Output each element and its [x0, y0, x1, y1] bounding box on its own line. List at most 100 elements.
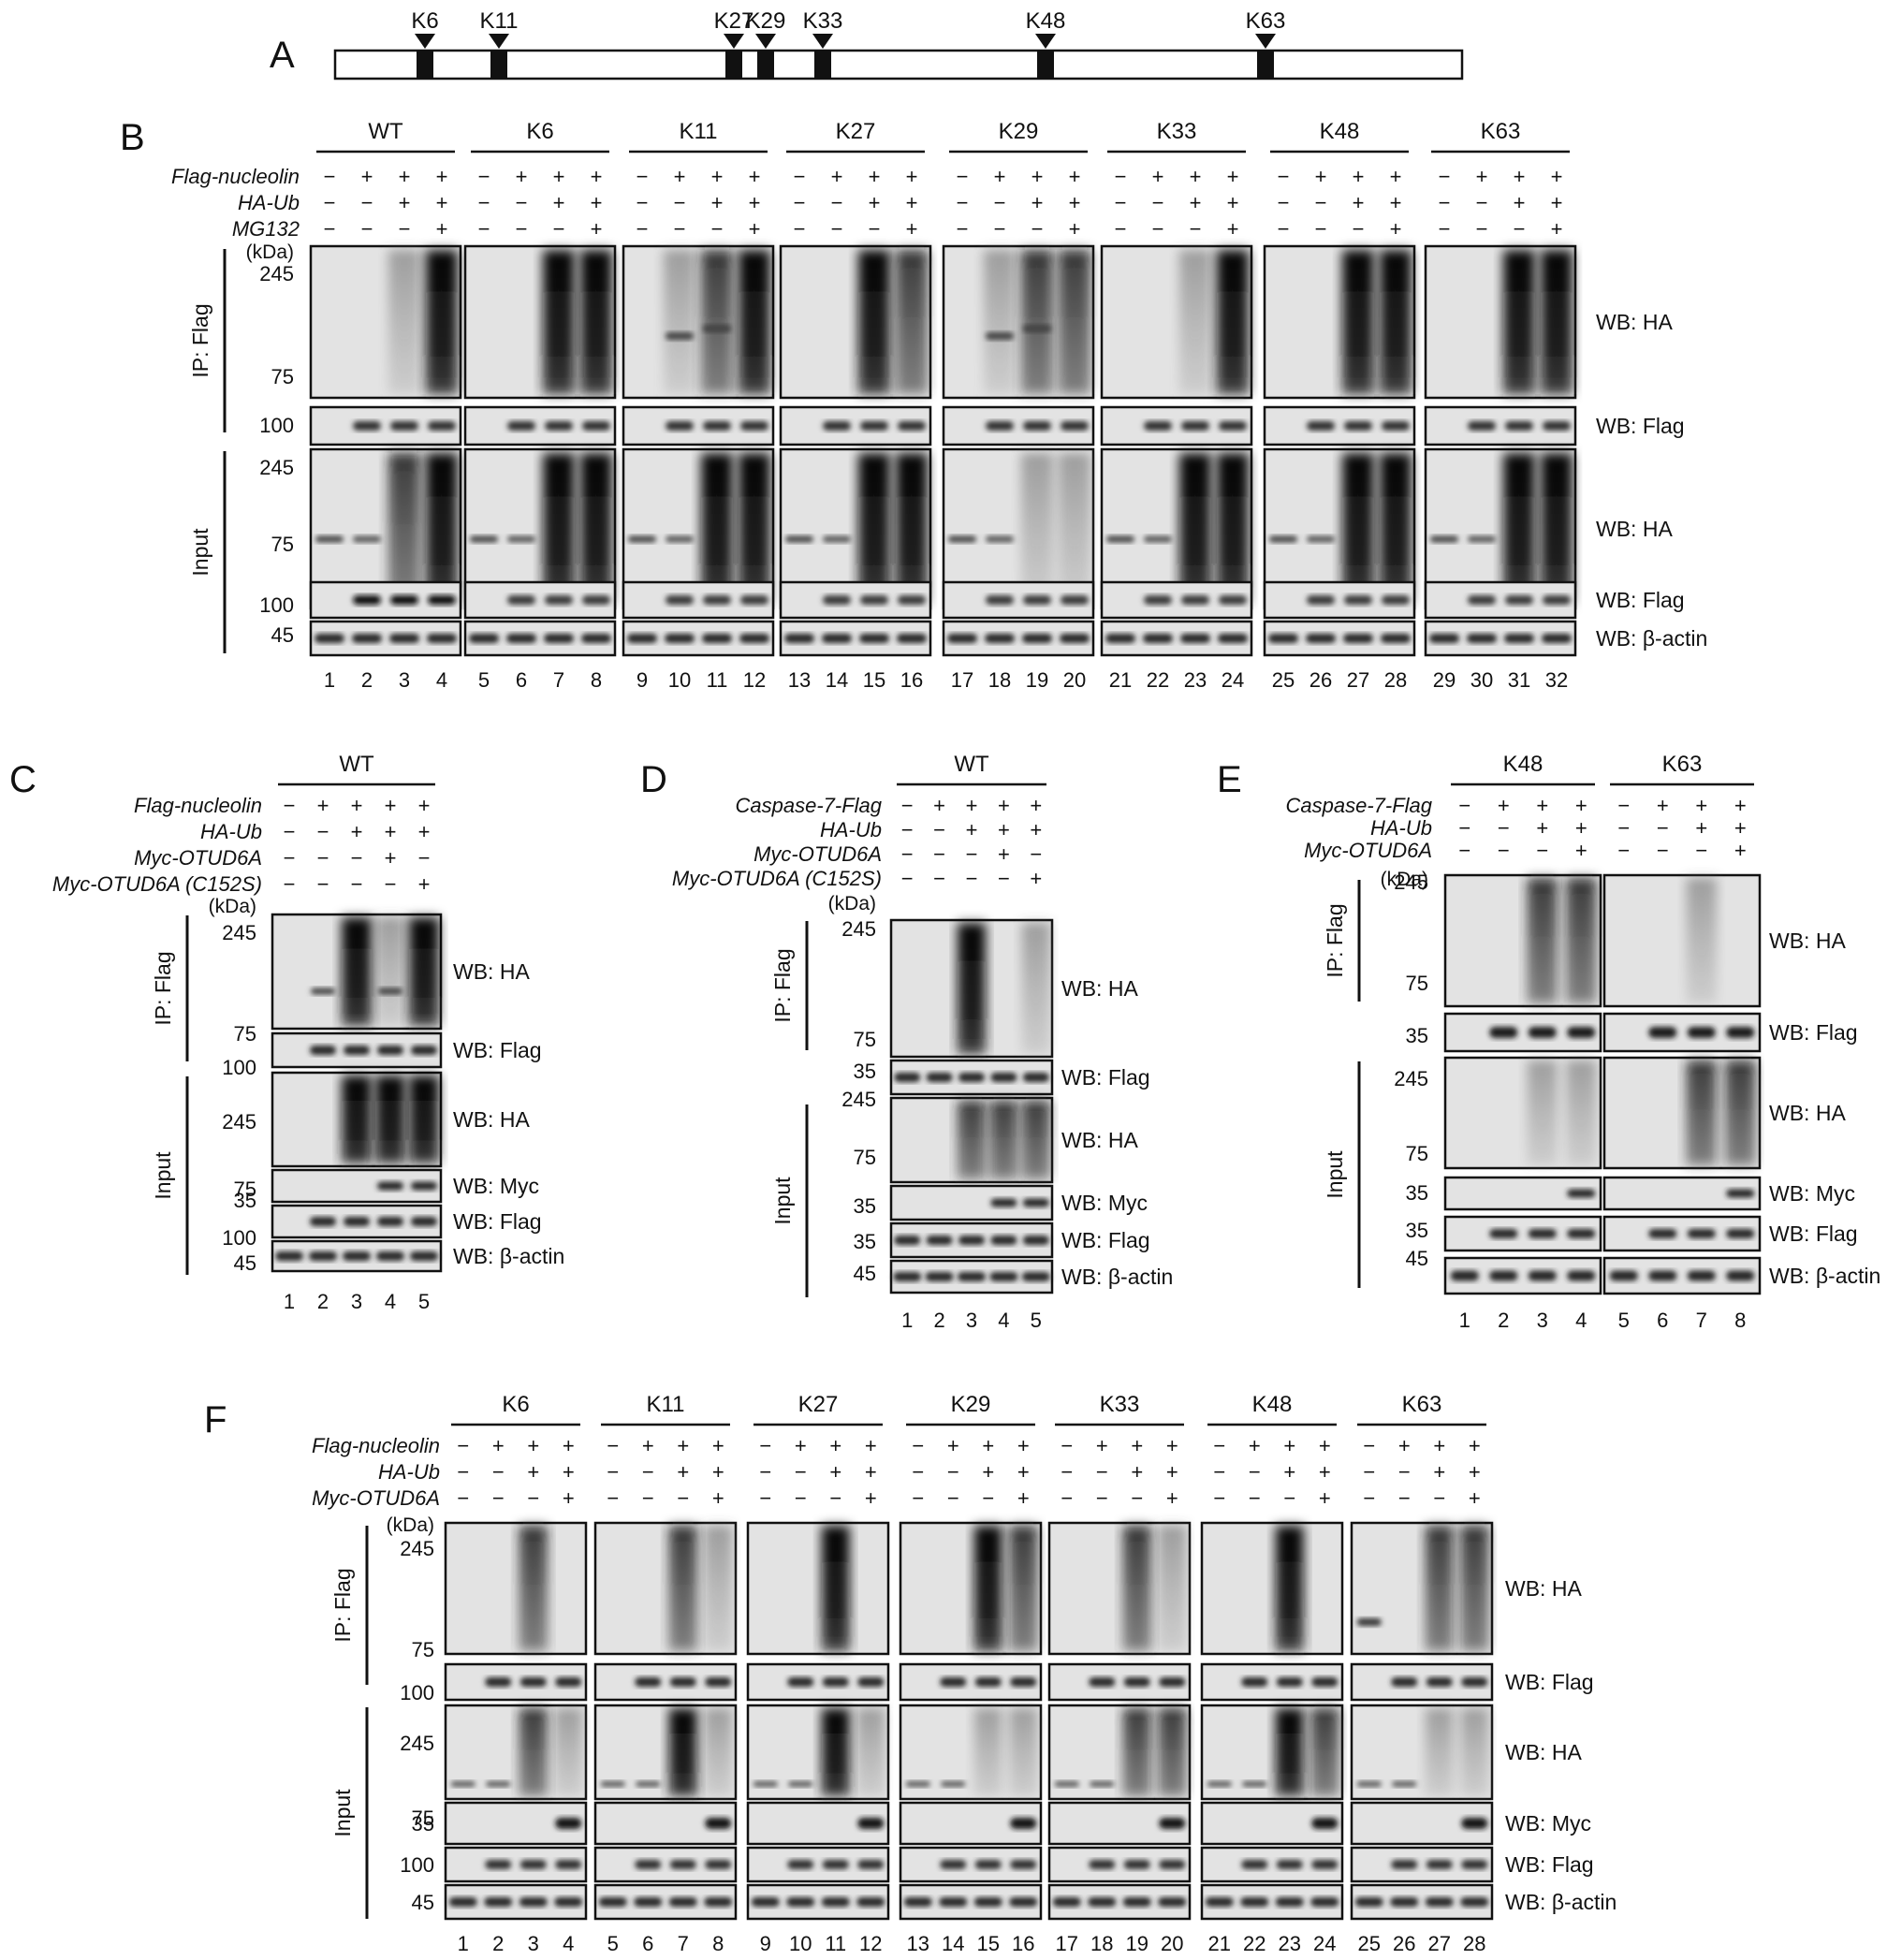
lysine-site-label: K33 — [803, 8, 843, 34]
treatment-sign: − — [1363, 1434, 1375, 1457]
lysine-site-label: K6 — [411, 8, 438, 34]
blot-label: WB: HA — [1505, 1576, 1582, 1601]
kda-marker: 245 — [1394, 1067, 1428, 1090]
lane-number: 7 — [553, 668, 564, 692]
treatment-sign: + — [674, 165, 686, 188]
kda-marker: 245 — [222, 921, 256, 944]
treatment-sign: − — [1152, 191, 1164, 214]
treatment-sign: − — [1617, 816, 1630, 840]
treatment-sign: + — [1469, 1486, 1481, 1510]
group-label: K33 — [1100, 1392, 1140, 1417]
lane-number: 28 — [1384, 668, 1407, 692]
treatment-sign: + — [492, 1434, 505, 1457]
treatment-sign: − — [1695, 839, 1707, 862]
treatment-sign: + — [1190, 165, 1202, 188]
treatment-sign: + — [1734, 794, 1747, 817]
blot-band — [859, 634, 889, 643]
lane-number: 5 — [607, 1932, 619, 1955]
kda-marker: 75 — [271, 533, 294, 556]
blot-band — [703, 595, 731, 605]
lane-number: 12 — [859, 1932, 882, 1955]
group-label: K63 — [1662, 752, 1703, 777]
panel-letter: B — [120, 117, 145, 158]
treatment-sign: + — [1152, 165, 1164, 188]
treatment-sign: + — [1069, 191, 1081, 214]
kda-marker: 245 — [841, 917, 876, 941]
blot-band — [1354, 1897, 1383, 1907]
blot-band — [1356, 1781, 1382, 1787]
blot-band — [1023, 325, 1051, 332]
ubiquitin-smear — [1158, 1526, 1187, 1651]
treatment-sign: + — [1030, 794, 1042, 817]
blot-box — [444, 1521, 588, 1656]
lane-number: 17 — [1056, 1932, 1078, 1955]
blot-box — [1350, 1883, 1494, 1921]
blot-band — [1240, 1897, 1269, 1907]
lane-number: 12 — [743, 668, 766, 692]
treatment-sign: − — [1458, 816, 1470, 840]
lysine-site-label: K48 — [1026, 8, 1066, 34]
blot-band — [411, 1181, 437, 1191]
ubiquitin-smear — [1380, 453, 1412, 605]
blot-band — [1122, 1897, 1151, 1907]
blot-label: WB: Myc — [1505, 1811, 1591, 1836]
blot-band — [666, 595, 694, 605]
blot-band — [311, 987, 335, 995]
treatment-sign: + — [351, 820, 363, 843]
arrow-down-icon — [724, 34, 744, 49]
blot-band — [1307, 595, 1335, 605]
ubiquitin-smear — [1566, 878, 1597, 1003]
treatment-sign: + — [436, 165, 448, 188]
blot-band — [703, 325, 731, 332]
section-label: Input — [188, 528, 212, 577]
blot-box — [899, 1521, 1043, 1656]
treatment-sign: + — [1283, 1460, 1295, 1484]
lane-number: 19 — [1126, 1932, 1149, 1955]
blot-band — [1276, 1860, 1303, 1869]
blot-band — [940, 1860, 967, 1869]
blot-band — [485, 1677, 512, 1687]
blot-band — [1061, 595, 1089, 605]
lane-number: 5 — [478, 668, 490, 692]
blot-band — [310, 1046, 336, 1055]
treatment-sign: + — [829, 1434, 841, 1457]
blot-band — [1311, 1677, 1339, 1687]
ubiquitin-smear — [1725, 1060, 1756, 1165]
treatment-sign: − — [636, 191, 649, 214]
blot-band — [974, 1860, 1002, 1869]
blot-box — [779, 244, 932, 400]
arrow-down-icon — [1035, 34, 1056, 49]
treatment-sign: + — [563, 1460, 575, 1484]
panel-letter: E — [1217, 759, 1242, 800]
blot-box — [463, 405, 617, 446]
treatment-sign: + — [1096, 1434, 1108, 1457]
lane-number: 4 — [1575, 1309, 1587, 1332]
ubiquitin-smear — [701, 250, 733, 394]
blot-band — [1528, 1027, 1557, 1038]
treatment-sign: − — [478, 165, 490, 188]
arrow-down-icon — [812, 34, 833, 49]
ubiquitin-smear — [858, 250, 890, 394]
group-label: K6 — [502, 1392, 529, 1417]
treatment-sign: − — [831, 191, 843, 214]
lane-number: 1 — [1459, 1309, 1470, 1332]
lane-number: 4 — [385, 1290, 396, 1313]
blot-box — [622, 244, 775, 400]
treatment-sign: − — [317, 872, 329, 896]
treatment-sign: + — [749, 165, 761, 188]
ubiquitin-smear — [342, 917, 372, 1026]
treatment-sign: + — [1469, 1434, 1481, 1457]
blot-band — [309, 1251, 337, 1261]
kda-marker: 35 — [1406, 1219, 1428, 1242]
treatment-sign: + — [1734, 816, 1747, 840]
ubiquitin-smear — [1686, 1060, 1717, 1165]
lane-number: 22 — [1243, 1932, 1266, 1955]
kda-marker: 100 — [400, 1681, 434, 1704]
blot-box — [463, 580, 617, 620]
group-label: K11 — [680, 119, 718, 144]
treatment-sign: − — [912, 1434, 924, 1457]
ubiquitin-smear — [1059, 453, 1090, 605]
kda-marker: 75 — [854, 1146, 876, 1169]
group-label: K29 — [999, 119, 1039, 144]
blot-band — [784, 634, 814, 643]
